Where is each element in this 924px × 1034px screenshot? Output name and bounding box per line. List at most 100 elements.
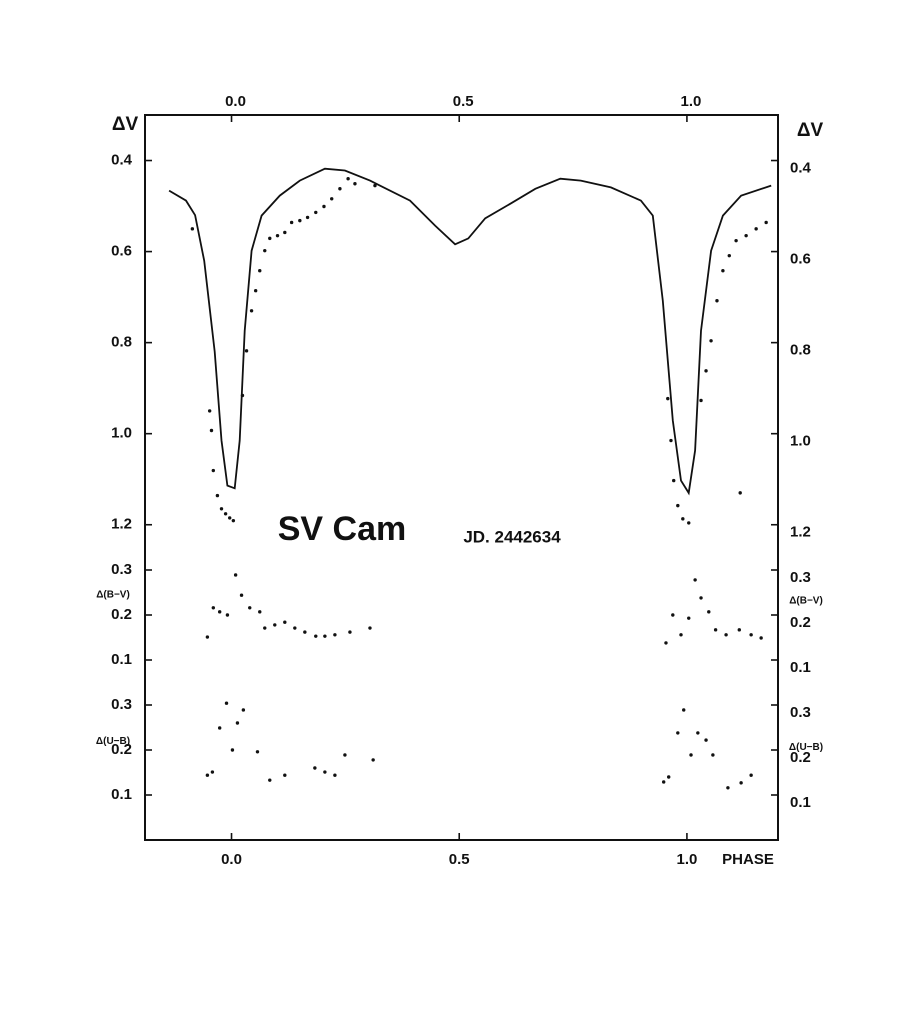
data-point (217, 610, 222, 614)
data-point (244, 349, 249, 353)
data-point (258, 610, 262, 614)
data-point (215, 493, 220, 498)
data-point (699, 596, 703, 600)
data-point (693, 578, 697, 582)
data-point (704, 369, 708, 373)
data-point (727, 253, 731, 258)
data-point (207, 409, 212, 413)
data-point (263, 626, 267, 630)
x-tick-label: 0.0 (225, 93, 246, 110)
data-point (711, 753, 715, 757)
data-point (253, 289, 258, 293)
data-point (754, 227, 758, 231)
data-point (726, 786, 730, 790)
data-point (268, 778, 272, 782)
y-tick-label-right: 0.1 (790, 659, 811, 676)
data-point (224, 701, 229, 705)
data-point (255, 750, 260, 754)
data-point (676, 731, 680, 735)
data-point (210, 770, 215, 774)
data-point (689, 753, 693, 757)
data-point (211, 606, 216, 610)
data-point (661, 780, 666, 784)
data-point (681, 517, 685, 521)
data-point (737, 628, 741, 632)
data-point (333, 773, 337, 777)
data-point (298, 218, 302, 223)
plot-frame (144, 114, 779, 841)
data-point (353, 182, 357, 186)
y-tick-label: 0.3 (111, 696, 132, 713)
data-point (209, 428, 214, 433)
data-point (263, 248, 267, 253)
data-point (249, 309, 254, 313)
data-point (239, 593, 244, 597)
data-point (240, 393, 245, 398)
chart-subtitle: JD. 2442634 (463, 527, 561, 546)
data-point (734, 238, 738, 243)
x-tick-label: 1.0 (676, 851, 697, 868)
data-point (303, 630, 307, 634)
data-point (759, 636, 763, 640)
x-tick-label: 1.0 (680, 93, 701, 110)
y-tick-label-right: 0.2 (790, 614, 811, 631)
y-tick-label: 0.1 (111, 786, 132, 803)
x-tick-label: 0.5 (453, 93, 474, 110)
data-point (235, 721, 240, 725)
y-tick-label-right: 1.2 (790, 524, 811, 541)
y-tick-label: 0.1 (111, 651, 132, 668)
data-point (672, 478, 676, 483)
data-point (687, 521, 691, 525)
y-tick-label: 0.8 (111, 334, 132, 351)
data-point (225, 613, 230, 617)
data-point (293, 626, 297, 630)
data-point (669, 438, 673, 443)
data-point (230, 748, 235, 752)
data-point (666, 396, 670, 401)
y-tick-label: 0.2 (111, 606, 132, 623)
data-point (739, 781, 743, 785)
data-point (223, 512, 228, 516)
data-point (764, 220, 768, 225)
data-point (346, 177, 350, 181)
y-tick-label: 0.6 (111, 243, 132, 260)
y-axis-label: Δ(B−V) (96, 590, 130, 601)
data-point (330, 197, 334, 201)
y-tick-label-right: 0.2 (790, 749, 811, 766)
y-tick-label-right: 0.3 (790, 569, 811, 586)
data-point (322, 204, 326, 209)
x-axis-label: PHASE (722, 851, 774, 868)
data-point (709, 339, 713, 343)
data-point (233, 573, 238, 577)
data-point (713, 628, 718, 632)
data-point (268, 236, 272, 241)
data-point (283, 773, 287, 777)
data-point (679, 633, 683, 637)
data-point (273, 623, 277, 627)
x-tick-label: 0.0 (221, 851, 242, 868)
y-tick-label-right: 0.1 (790, 794, 811, 811)
data-point (190, 227, 195, 231)
data-point (241, 708, 246, 712)
data-point (676, 503, 680, 508)
data-point (738, 491, 742, 495)
data-point (305, 215, 310, 220)
data-point (724, 633, 728, 637)
data-point (217, 726, 222, 730)
data-point (205, 773, 210, 777)
y-tick-label-right: 1.0 (790, 433, 811, 450)
y-tick-label: 0.2 (111, 741, 132, 758)
data-point (749, 773, 753, 777)
data-point (283, 230, 287, 235)
y-tick-label-right: 0.3 (790, 704, 811, 721)
data-point (696, 731, 700, 735)
data-point (664, 641, 668, 645)
data-point (373, 183, 377, 188)
data-point (667, 775, 671, 779)
data-point (682, 708, 686, 712)
data-point (333, 633, 337, 637)
model-curve (168, 167, 772, 496)
y-tick-label: 0.4 (111, 151, 133, 168)
data-point (671, 613, 675, 617)
